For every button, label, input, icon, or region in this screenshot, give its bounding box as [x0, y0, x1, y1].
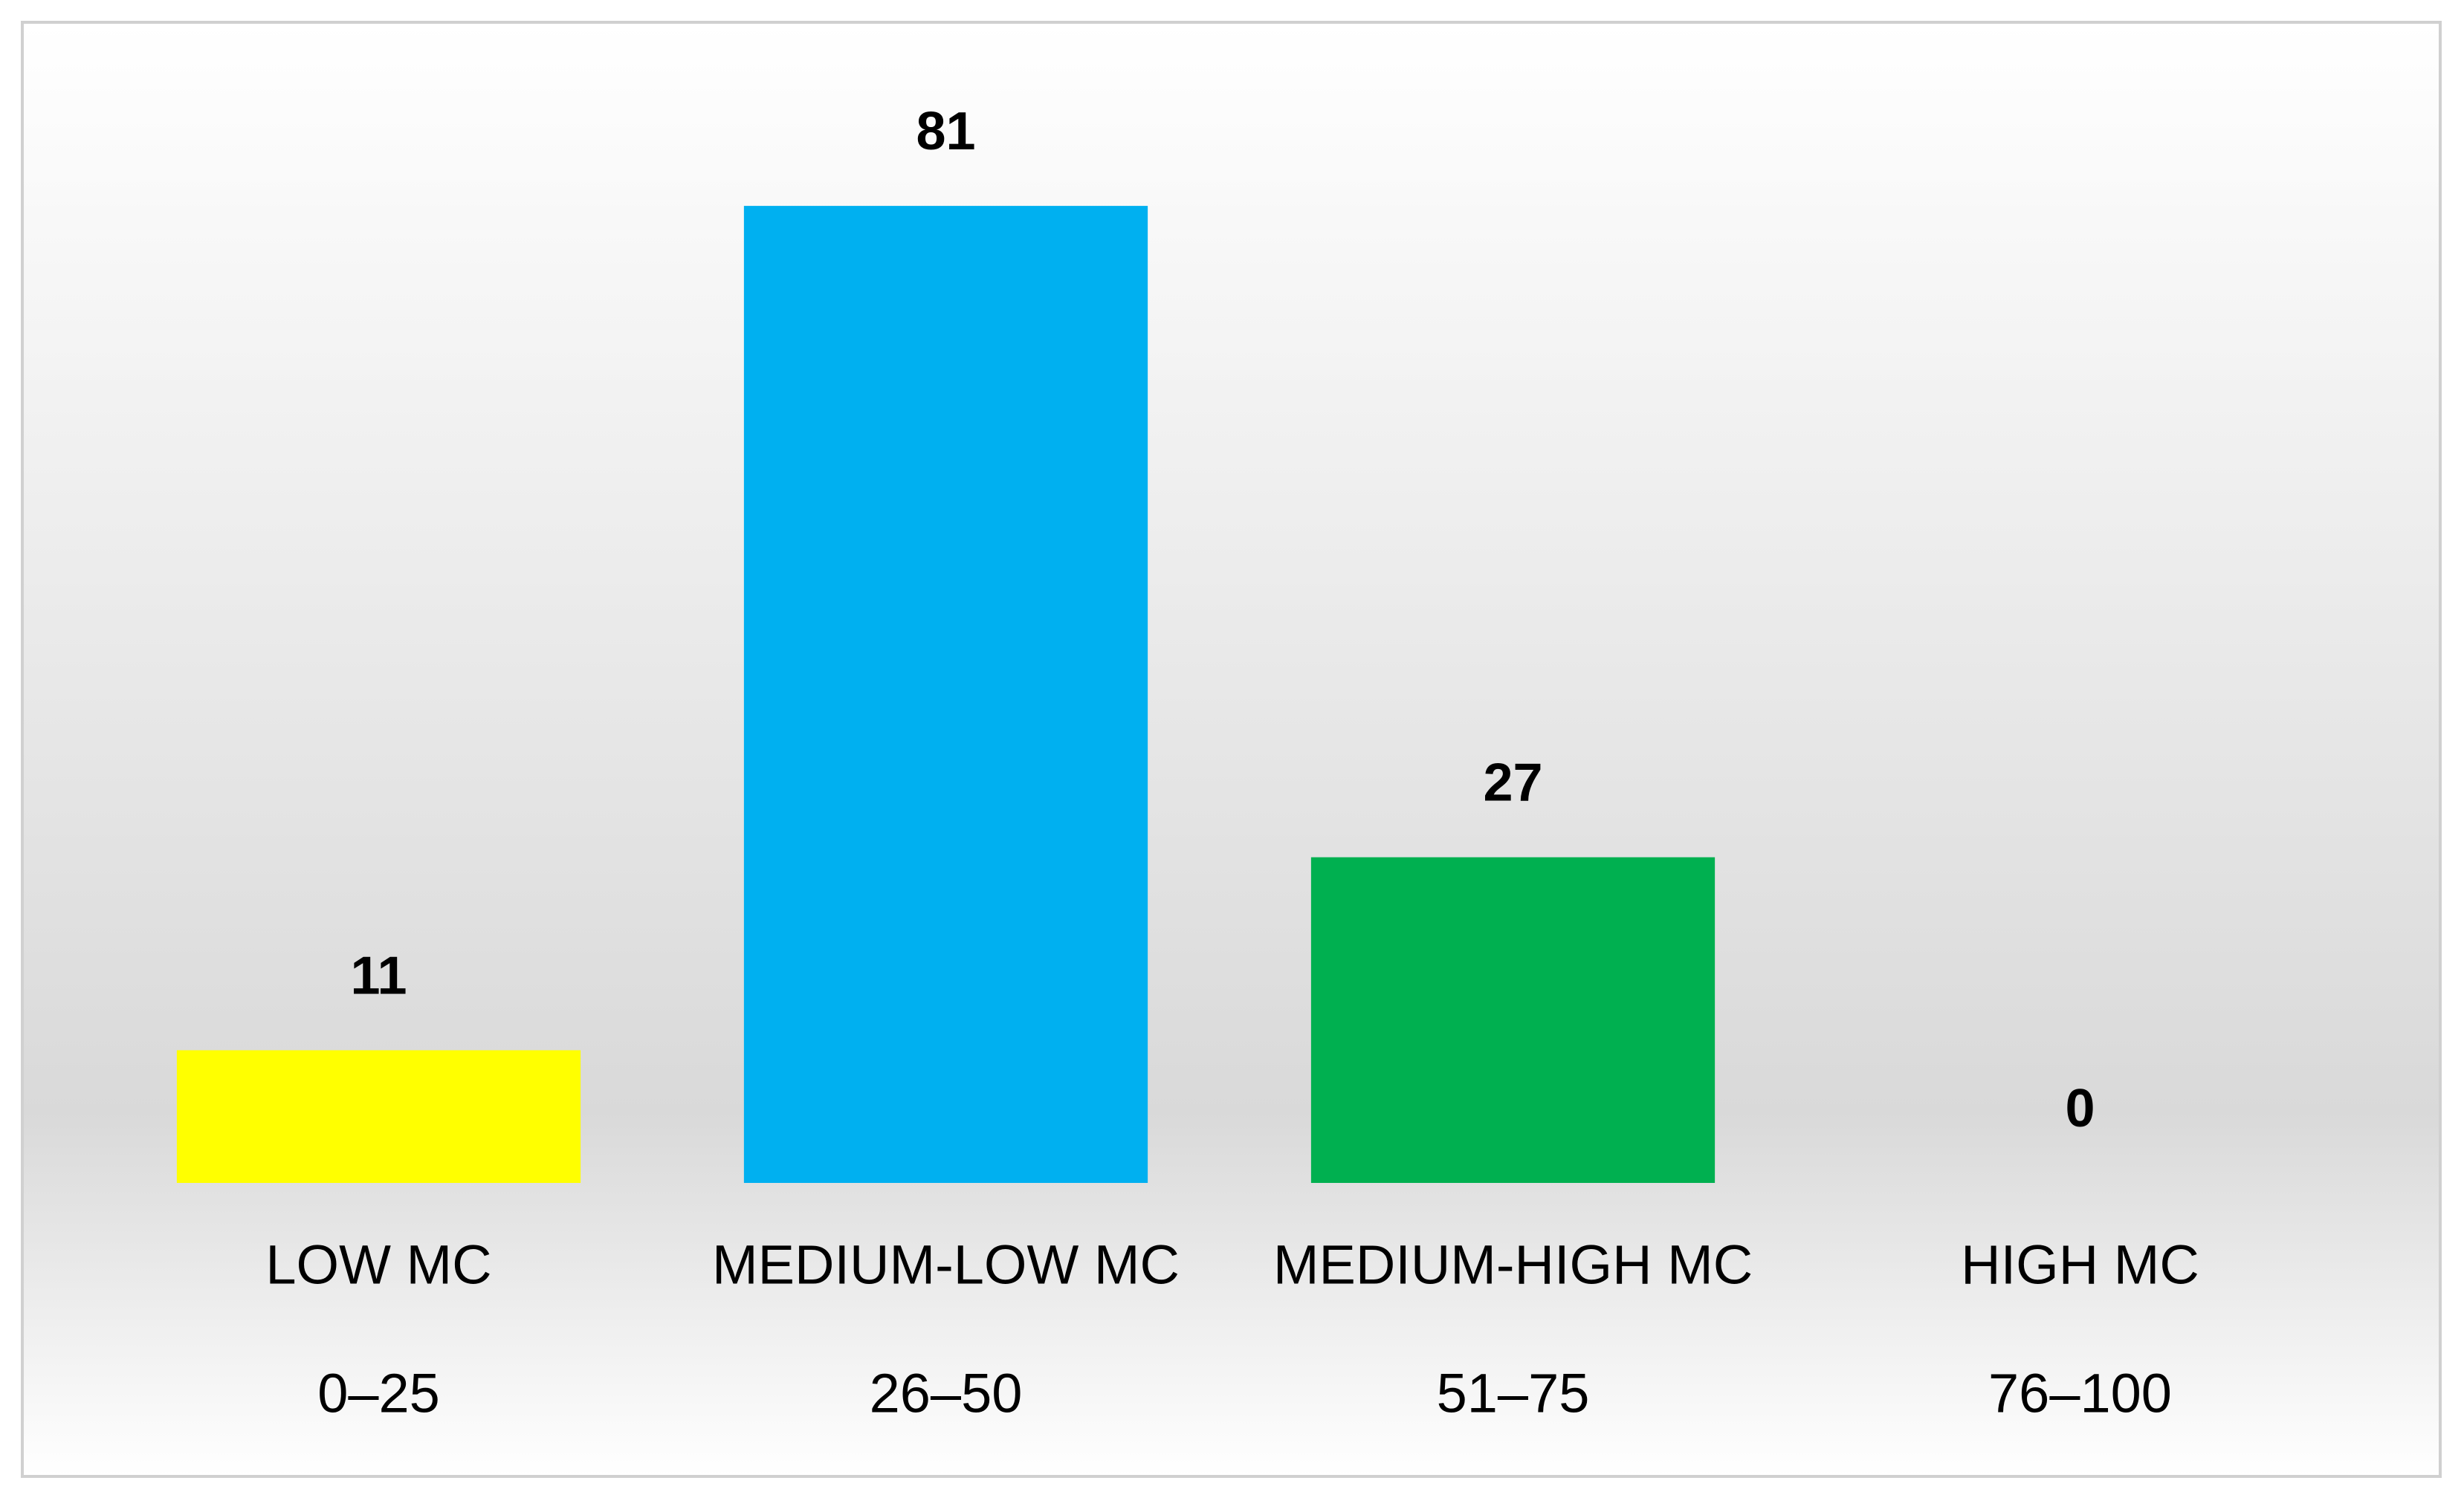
- bar: [176, 1050, 581, 1183]
- value-label: 11: [350, 946, 407, 1005]
- value-label: 81: [916, 102, 975, 161]
- plot-frame: [21, 21, 2442, 1478]
- value-label: 27: [1483, 753, 1542, 813]
- bar: [743, 206, 1148, 1184]
- x-tick-sublabel: 76–100: [1988, 1363, 2172, 1424]
- x-tick-label: MEDIUM-LOW MC: [712, 1234, 1180, 1296]
- x-tick-sublabel: 51–75: [1437, 1363, 1590, 1424]
- x-tick-label: LOW MC: [265, 1234, 491, 1296]
- x-tick-label: MEDIUM-HIGH MC: [1273, 1234, 1753, 1296]
- bar: [1310, 857, 1716, 1183]
- value-label: 0: [2065, 1079, 2095, 1138]
- x-tick-sublabel: 26–50: [870, 1363, 1023, 1424]
- x-tick-sublabel: 0–25: [317, 1363, 440, 1424]
- x-tick-label: HIGH MC: [1961, 1234, 2199, 1296]
